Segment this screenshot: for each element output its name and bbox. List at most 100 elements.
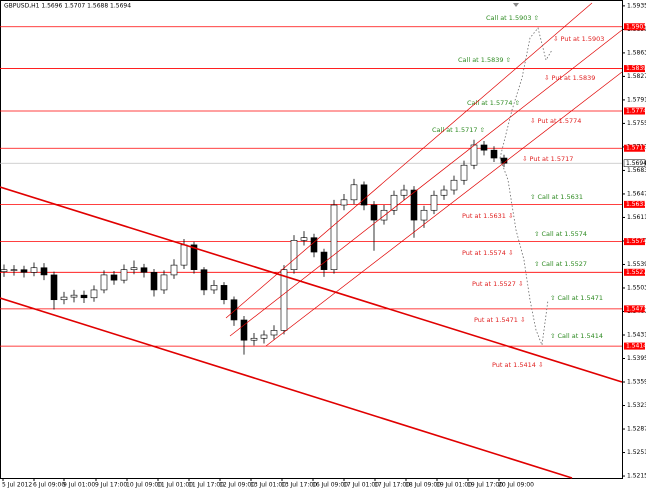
level-label: 1.5527: [626, 269, 646, 276]
y-tick-label: 1.5503: [627, 284, 646, 291]
trend-lines: [0, 2, 623, 479]
candle-body: [250, 337, 258, 341]
y-tick-label: 1.5683: [627, 167, 646, 174]
level-label-bg: [624, 238, 645, 246]
candle-body: [220, 285, 228, 301]
channel-line: [229, 29, 623, 337]
x-tick-label: 13 Jul 01:00: [250, 482, 286, 489]
x-tick-label: 11 Jul 17:00: [188, 482, 224, 489]
candle-body: [400, 189, 408, 196]
level-label-bg: [624, 200, 645, 208]
level-label-bg: [624, 65, 645, 73]
candle-body: [130, 267, 138, 270]
annotation: ⇩ Put at 1.5717: [522, 155, 573, 163]
last-price-label-bg: [623, 159, 646, 168]
y-tick-label: 1.5251: [627, 449, 646, 456]
y-tick-label: 1.5863: [627, 49, 646, 56]
candle-body: [210, 285, 218, 291]
annotation: Call at 1.5839 ⇧: [458, 56, 511, 64]
level-label-bg: [624, 342, 645, 350]
candle-body: [170, 264, 178, 276]
y-tick-label: 1.5611: [627, 214, 646, 221]
y-tick-label: 1.5431: [627, 331, 646, 338]
annotation: Call at 1.5774 ⇧: [467, 99, 520, 107]
x-tick-label: 10 Jul 09:00: [126, 482, 162, 489]
x-tick-label: 6 Jul 09:00: [33, 482, 65, 489]
candle-body: [80, 294, 88, 299]
candle-body: [490, 149, 498, 159]
level-label: 1.5414: [626, 343, 646, 350]
x-tick-label: 17 Jul 01:00: [343, 482, 379, 489]
candle-body: [70, 294, 78, 298]
level-label: 1.5574: [626, 238, 646, 245]
candle-body: [150, 272, 158, 291]
candle-body: [350, 184, 358, 201]
level-label: 1.5839: [626, 65, 646, 72]
candle-body: [430, 194, 438, 211]
candle-body: [380, 209, 388, 221]
level-label: 1.5471: [626, 305, 646, 312]
candle-body: [370, 204, 378, 221]
candle-body: [50, 274, 58, 301]
candle-body: [480, 144, 488, 151]
candle-body: [410, 189, 418, 221]
y-tick-label: 1.5755: [627, 120, 646, 127]
annotation: ⇧ Call at 1.5414: [550, 332, 603, 340]
x-tick-label: 19 Jul 01:00: [436, 482, 472, 489]
candle-body: [180, 244, 188, 266]
last-price-label: 1.5694: [626, 160, 646, 167]
x-tick-label: 19 Jul 17:00: [467, 482, 503, 489]
candle-body: [120, 269, 128, 281]
y-tick-label: 1.5215: [627, 473, 646, 480]
annotation: Put at 1.5527 ⇩: [472, 280, 523, 288]
annotation: Put at 1.5574 ⇩: [462, 249, 513, 257]
annotation: ⇩ Put at 1.5839: [544, 74, 595, 82]
projection-path: [499, 27, 553, 159]
y-tick-label: 1.5791: [627, 96, 646, 103]
candle-body: [360, 184, 368, 206]
y-tick-label: 1.5287: [627, 426, 646, 433]
candle-body: [30, 267, 38, 273]
candle-body: [340, 199, 348, 206]
candle-body: [40, 267, 48, 276]
candle-body: [200, 269, 208, 291]
candle-body: [470, 144, 478, 166]
y-tick-label: 1.5359: [627, 379, 646, 386]
annotation: Put at 1.5471 ⇩: [474, 316, 525, 324]
annotation: ⇧ Call at 1.5574: [534, 230, 587, 238]
candle-body: [10, 269, 18, 271]
level-label-bg: [624, 268, 645, 276]
candle-body: [330, 204, 338, 270]
annotation: ⇩ Put at 1.5774: [530, 117, 581, 125]
trend-line: [0, 186, 623, 383]
candle-body: [300, 237, 308, 241]
candle-body: [390, 194, 398, 211]
candle-body: [280, 269, 288, 331]
candle-body: [270, 330, 278, 336]
candle-body: [440, 189, 448, 196]
level-label: 1.5903: [626, 23, 646, 30]
projection-path: [499, 157, 549, 347]
level-label-bg: [624, 305, 645, 313]
candle-body: [450, 179, 458, 191]
candle-body: [460, 164, 468, 181]
level-label-bg: [624, 23, 645, 31]
x-tick-label: 5 Jul 2012: [2, 482, 32, 489]
annotation: ⇧ Call at 1.5631: [530, 193, 583, 201]
shift-marker: [513, 3, 519, 7]
candle-body: [100, 274, 108, 291]
y-tick-label: 1.5827: [627, 73, 646, 80]
level-label: 1.5631: [626, 201, 646, 208]
chart-title: GBPUSD,H1 1.5696 1.5707 1.5688 1.5694: [4, 3, 131, 10]
candle-body: [230, 299, 238, 321]
candle-body: [290, 240, 298, 270]
candle-body: [420, 209, 428, 221]
y-tick-label: 1.5647: [627, 190, 646, 197]
candle-body: [20, 269, 28, 273]
level-label-bg: [624, 107, 645, 115]
candle-body: [140, 267, 148, 273]
candle-body: [320, 251, 328, 270]
annotation: Call at 1.5717 ⇧: [432, 126, 485, 134]
level-label: 1.5717: [626, 145, 646, 152]
x-tick-label: 13 Jul 17:00: [281, 482, 317, 489]
